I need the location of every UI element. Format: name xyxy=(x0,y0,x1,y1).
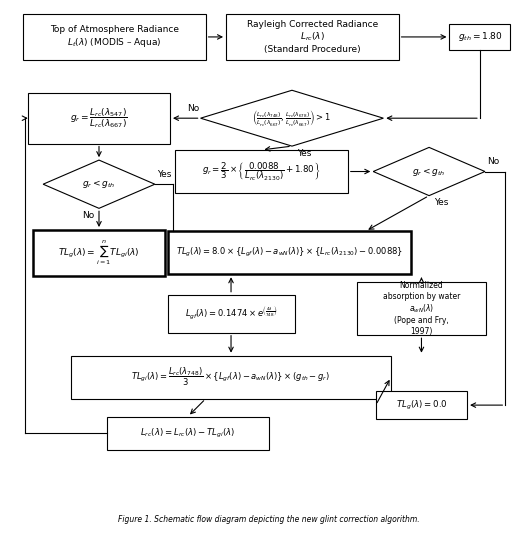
FancyBboxPatch shape xyxy=(28,93,170,144)
Text: $g_r < g_{th}$: $g_r < g_{th}$ xyxy=(82,178,116,190)
Text: $TL_g(\lambda) = 0.0$: $TL_g(\lambda) = 0.0$ xyxy=(395,399,447,412)
Polygon shape xyxy=(43,160,155,209)
Text: $L_{gf}(\lambda) = 0.1474 \times e^{\left(\frac{4\lambda}{748}\right)}$: $L_{gf}(\lambda) = 0.1474 \times e^{\lef… xyxy=(185,306,278,322)
Text: No: No xyxy=(187,104,199,113)
Text: Rayleigh Corrected Radiance
$L_{rc}(\lambda)$
(Standard Procedure): Rayleigh Corrected Radiance $L_{rc}(\lam… xyxy=(247,20,378,54)
Text: $g_r = \dfrac{2}{3} \times \left\{\dfrac{0.0088}{L_{rc}(\lambda_{2130})} + 1.80\: $g_r = \dfrac{2}{3} \times \left\{\dfrac… xyxy=(202,160,321,183)
FancyBboxPatch shape xyxy=(23,14,206,60)
FancyBboxPatch shape xyxy=(33,230,165,276)
Polygon shape xyxy=(200,90,383,146)
Text: $TL_{gi}(\lambda) = \dfrac{L_{rc}(\lambda_{748})}{3} \times \left\{L_{gf}(\lambd: $TL_{gi}(\lambda) = \dfrac{L_{rc}(\lambd… xyxy=(131,366,331,388)
Text: $g_r < g_{th}$: $g_r < g_{th}$ xyxy=(413,166,446,177)
Text: $TL_g(\lambda) = 8.0 \times \left\{L_{gf}(\lambda) - a_{wN}(\lambda)\right\} \ti: $TL_g(\lambda) = 8.0 \times \left\{L_{gf… xyxy=(176,246,403,259)
Text: No: No xyxy=(487,158,500,167)
Text: $g_{th} = 1.80$: $g_{th} = 1.80$ xyxy=(458,31,502,43)
Polygon shape xyxy=(373,147,485,196)
Text: Top of Atmosphere Radiance
$L_t(\lambda)$ (MODIS – Aqua): Top of Atmosphere Radiance $L_t(\lambda)… xyxy=(50,25,179,49)
Text: $\left(\frac{L_{rc}(\lambda_{748})}{L_{rc}(\lambda_{667})}, \frac{L_{rc}(\lambda: $\left(\frac{L_{rc}(\lambda_{748})}{L_{r… xyxy=(253,108,332,128)
Text: $g_r = \dfrac{L_{rc}(\lambda_{547})}{L_{rc}(\lambda_{667})}$: $g_r = \dfrac{L_{rc}(\lambda_{547})}{L_{… xyxy=(70,106,128,130)
FancyBboxPatch shape xyxy=(71,355,391,399)
FancyBboxPatch shape xyxy=(449,24,510,50)
Text: Normalized
absorption by water
$a_{wN}(\lambda)$
(Pope and Fry,
1997): Normalized absorption by water $a_{wN}(\… xyxy=(383,281,460,336)
Text: Yes: Yes xyxy=(297,148,311,158)
FancyBboxPatch shape xyxy=(107,416,269,450)
Text: Yes: Yes xyxy=(157,170,172,179)
Text: Yes: Yes xyxy=(434,198,449,207)
FancyBboxPatch shape xyxy=(226,14,399,60)
FancyBboxPatch shape xyxy=(167,295,294,333)
Text: $L_{rc}(\lambda) = L_{rc}(\lambda) - TL_{gi}(\lambda)$: $L_{rc}(\lambda) = L_{rc}(\lambda) - TL_… xyxy=(140,427,235,440)
Text: Figure 1. Schematic flow diagram depicting the new glint correction algorithm.: Figure 1. Schematic flow diagram depicti… xyxy=(118,515,420,524)
FancyBboxPatch shape xyxy=(175,150,348,193)
Text: No: No xyxy=(82,211,94,220)
FancyBboxPatch shape xyxy=(357,282,486,336)
FancyBboxPatch shape xyxy=(167,231,411,274)
FancyBboxPatch shape xyxy=(376,391,467,419)
Text: $TL_g(\lambda) = \sum_{i=1}^{n} TL_{gi}(\lambda)$: $TL_g(\lambda) = \sum_{i=1}^{n} TL_{gi}(… xyxy=(58,239,140,267)
